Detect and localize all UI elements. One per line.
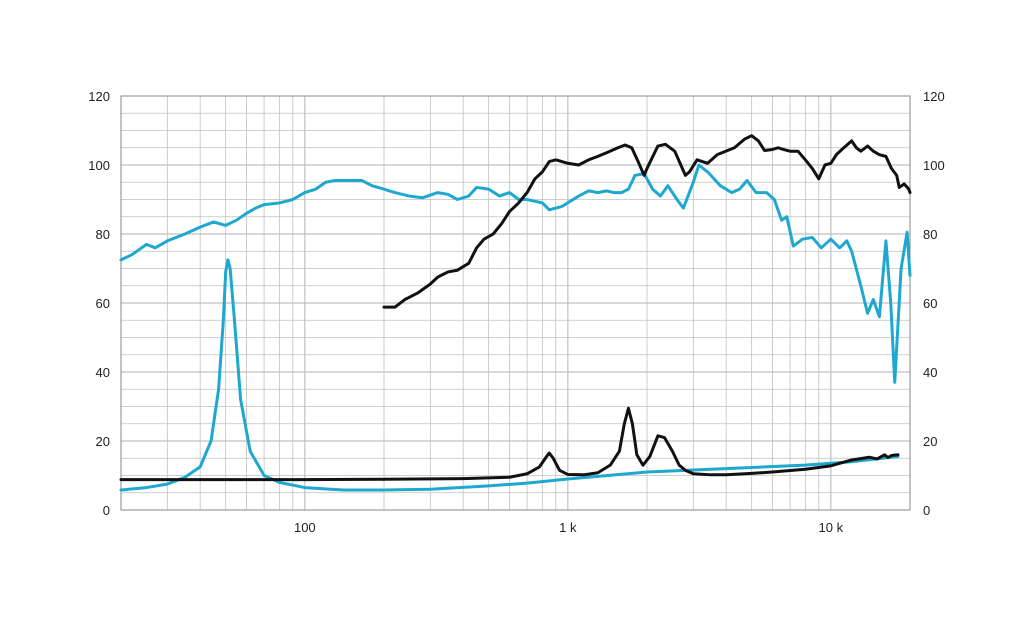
y-tick-label-right: 100 [923, 158, 945, 173]
y-tick-label-left: 0 [103, 503, 110, 518]
series-group [119, 134, 912, 492]
series-line-3 [119, 406, 900, 482]
x-axis-tick-labels: 100 1 k 10 k [294, 520, 844, 535]
y-tick-label-left: 100 [88, 158, 110, 173]
y-tick-label-right: 80 [923, 227, 937, 242]
y-tick-label-right: 20 [923, 434, 937, 449]
x-tick-label: 100 [294, 520, 316, 535]
series-line-4 [382, 134, 912, 309]
x-tick-label: 1 k [559, 520, 577, 535]
y-axis-right-tick-labels: 0 20 40 60 80 100 120 [923, 89, 945, 518]
y-tick-label-left: 60 [96, 296, 110, 311]
y-tick-label-right: 60 [923, 296, 937, 311]
plot-frame [120, 95, 911, 511]
y-tick-label-left: 80 [96, 227, 110, 242]
y-axis-left-tick-labels: 0 20 40 60 80 100 120 [88, 89, 110, 518]
x-tick-label: 10 k [819, 520, 844, 535]
y-tick-label-left: 120 [88, 89, 110, 104]
y-tick-label-right: 0 [923, 503, 930, 518]
y-tick-label-left: 40 [96, 365, 110, 380]
series-line-1 [119, 163, 912, 384]
y-tick-label-right: 120 [923, 89, 945, 104]
y-tick-label-left: 20 [96, 434, 110, 449]
series-line-2 [119, 258, 900, 492]
grid-lines [121, 96, 910, 510]
y-tick-label-right: 40 [923, 365, 937, 380]
